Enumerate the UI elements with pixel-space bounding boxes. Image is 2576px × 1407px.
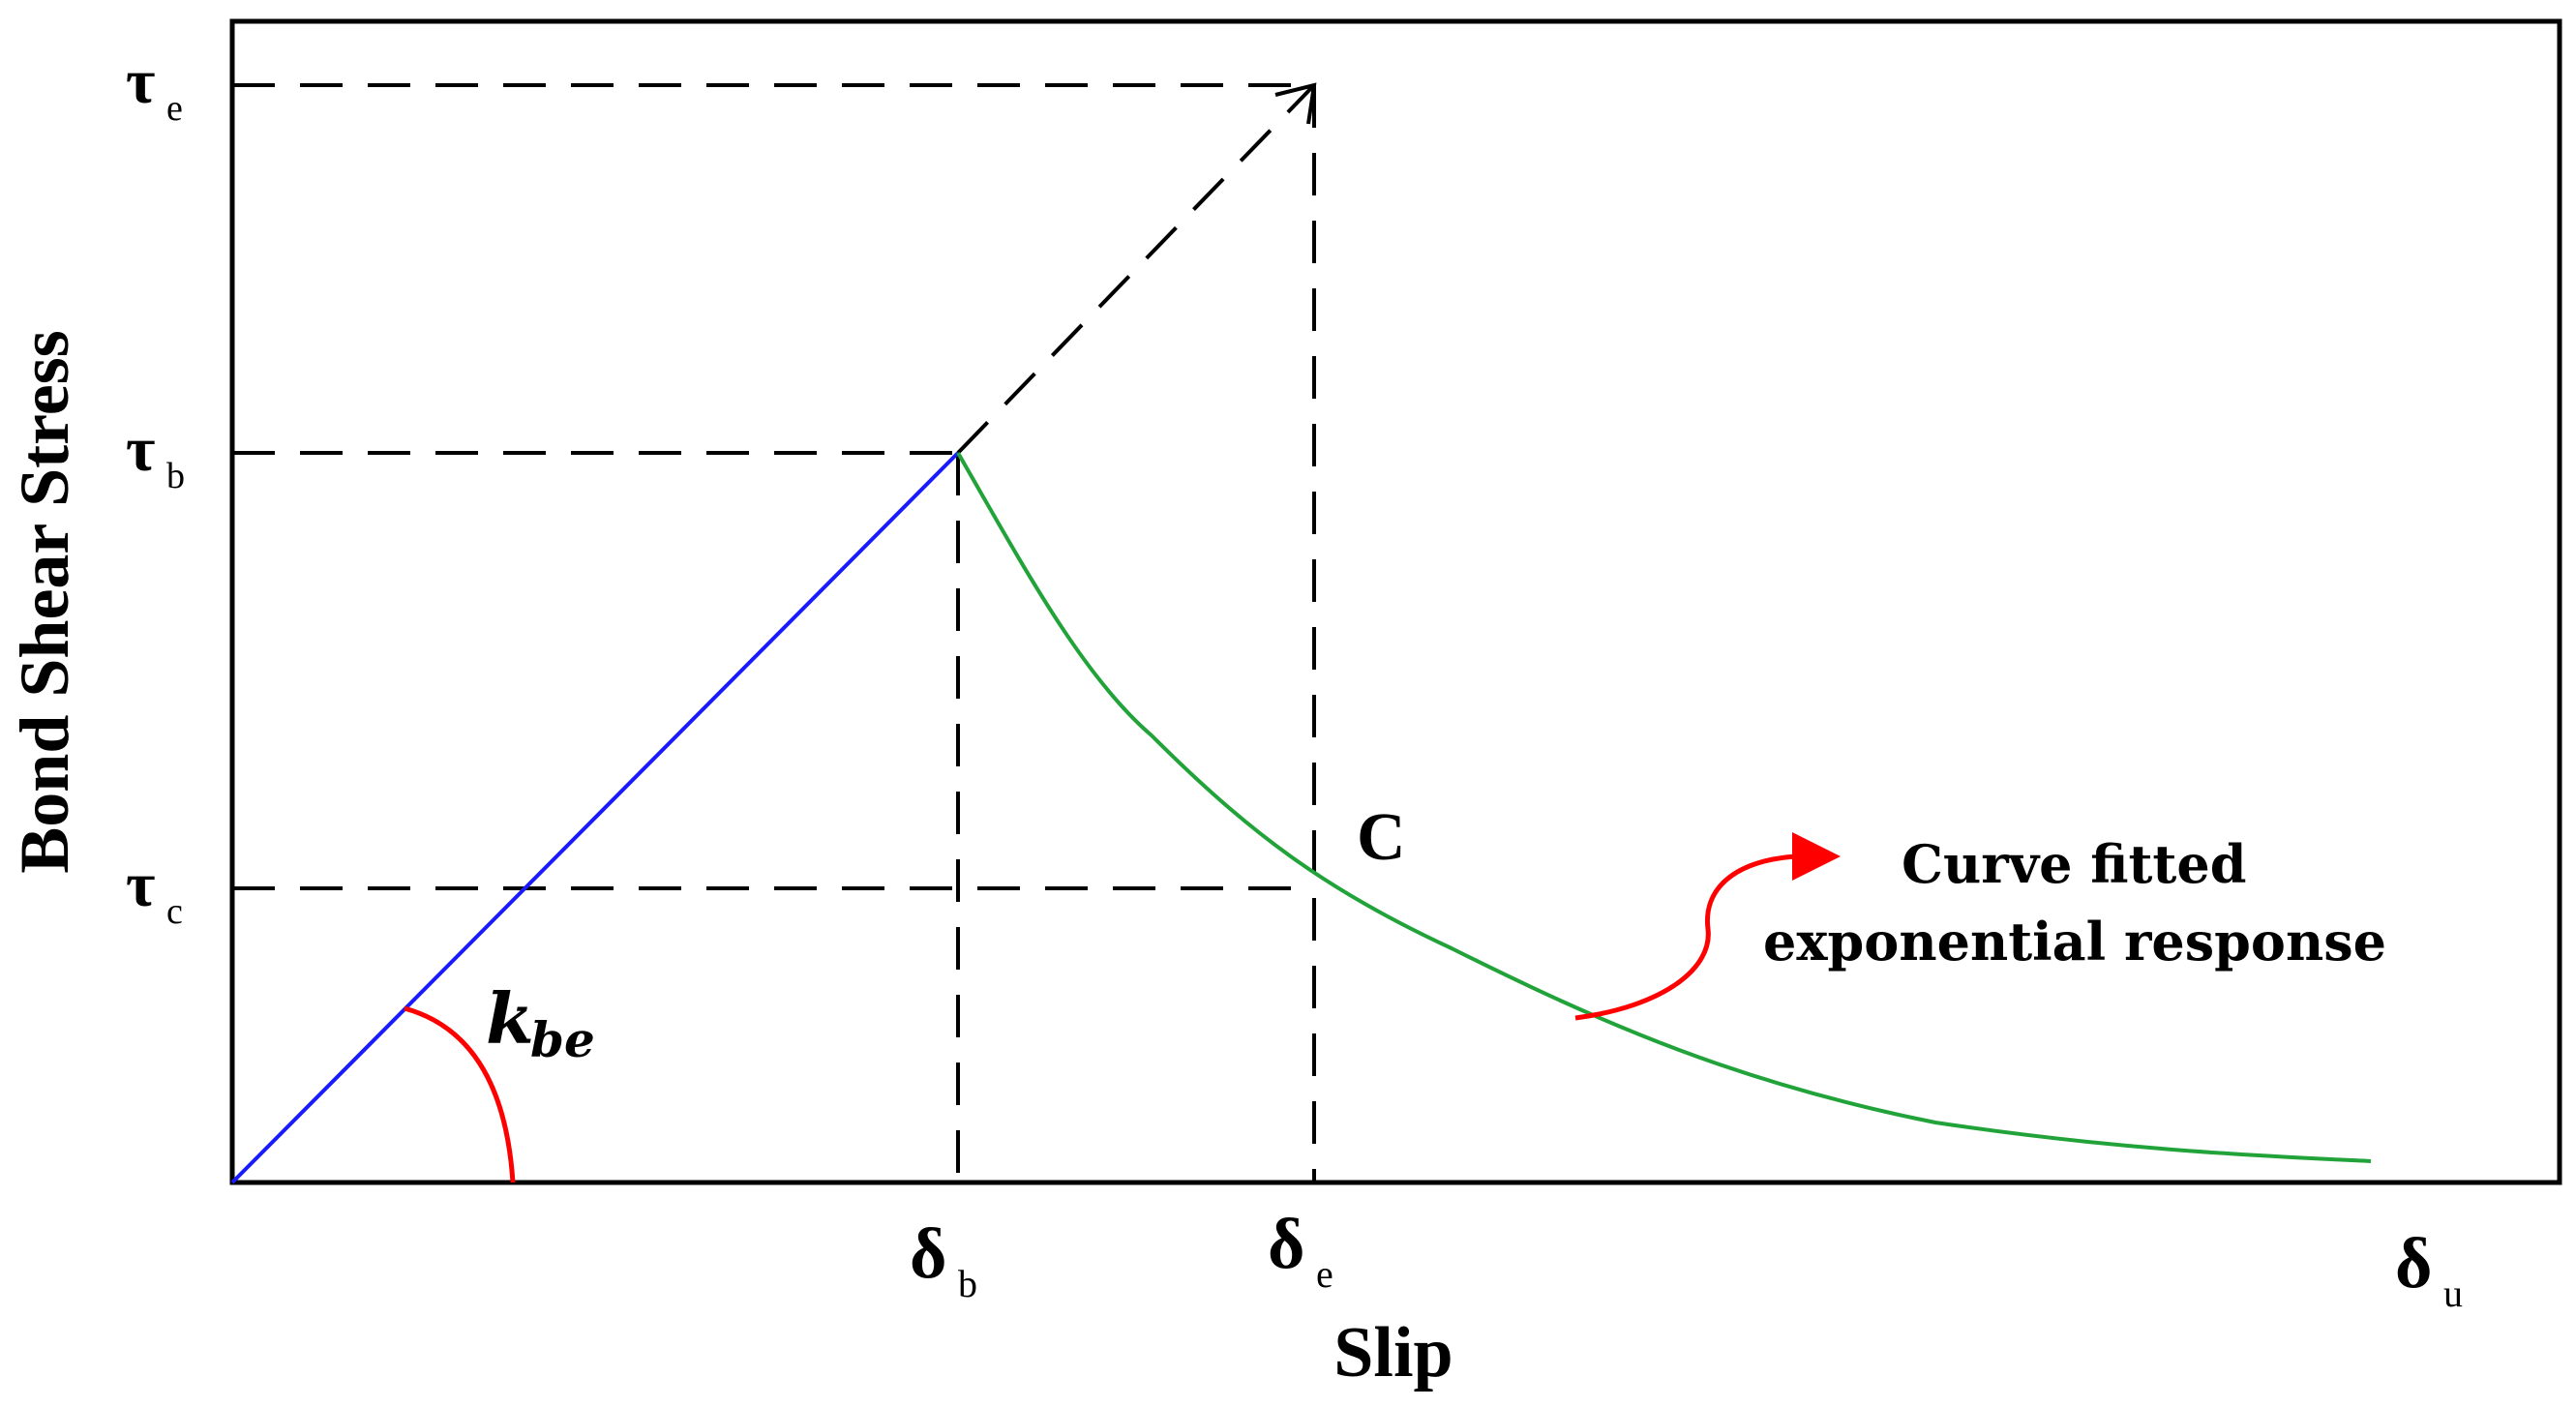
elastic-extension bbox=[956, 83, 1316, 455]
delta-b-symbol: δ bbox=[910, 1214, 946, 1294]
linear-branch bbox=[230, 451, 960, 1184]
point-c-label: C bbox=[1357, 800, 1406, 875]
x-tick-delta-b: δ b bbox=[910, 1214, 977, 1305]
extension-arrowhead bbox=[1274, 82, 1317, 125]
tau-b-subscript: b bbox=[166, 456, 185, 496]
exponential-branch bbox=[956, 452, 2372, 1163]
slope-angle-arc bbox=[404, 1005, 516, 1183]
y-axis-title: Bond Shear Stress bbox=[6, 330, 83, 873]
delta-u-symbol: δ bbox=[2395, 1224, 2432, 1303]
tau-c-symbol: τ bbox=[126, 850, 155, 920]
plot-frame bbox=[229, 18, 2562, 1185]
tau-e-subscript: e bbox=[166, 88, 183, 129]
y-tick-tau-b: τ b bbox=[126, 414, 185, 496]
annotation-arrow bbox=[1574, 853, 1796, 1021]
tau-c-subscript: c bbox=[166, 891, 183, 932]
delta-e-symbol: δ bbox=[1268, 1205, 1304, 1284]
y-tick-tau-e: τ e bbox=[126, 46, 183, 129]
delta-u-subscript: u bbox=[2443, 1272, 2463, 1315]
y-tick-tau-c: τ c bbox=[126, 850, 183, 932]
slope-symbol: k bbox=[486, 977, 534, 1060]
x-axis-title: Slip bbox=[1333, 1313, 1453, 1392]
delta-b-subscript: b bbox=[958, 1262, 977, 1305]
annotation-line-1: Curve fitted bbox=[1902, 833, 2246, 895]
delta-e-subscript: e bbox=[1316, 1252, 1333, 1296]
guide-lines bbox=[232, 83, 1316, 1182]
x-tick-delta-e: δ e bbox=[1268, 1205, 1333, 1296]
slope-label: k be bbox=[486, 977, 595, 1068]
annotation-line-2: exponential response bbox=[1763, 911, 2386, 973]
slope-subscript: be bbox=[530, 1011, 595, 1068]
annotation-arrowhead bbox=[1792, 832, 1841, 881]
tau-b-symbol: τ bbox=[126, 414, 155, 485]
x-tick-delta-u: δ u bbox=[2395, 1224, 2463, 1315]
tau-e-symbol: τ bbox=[126, 46, 155, 117]
